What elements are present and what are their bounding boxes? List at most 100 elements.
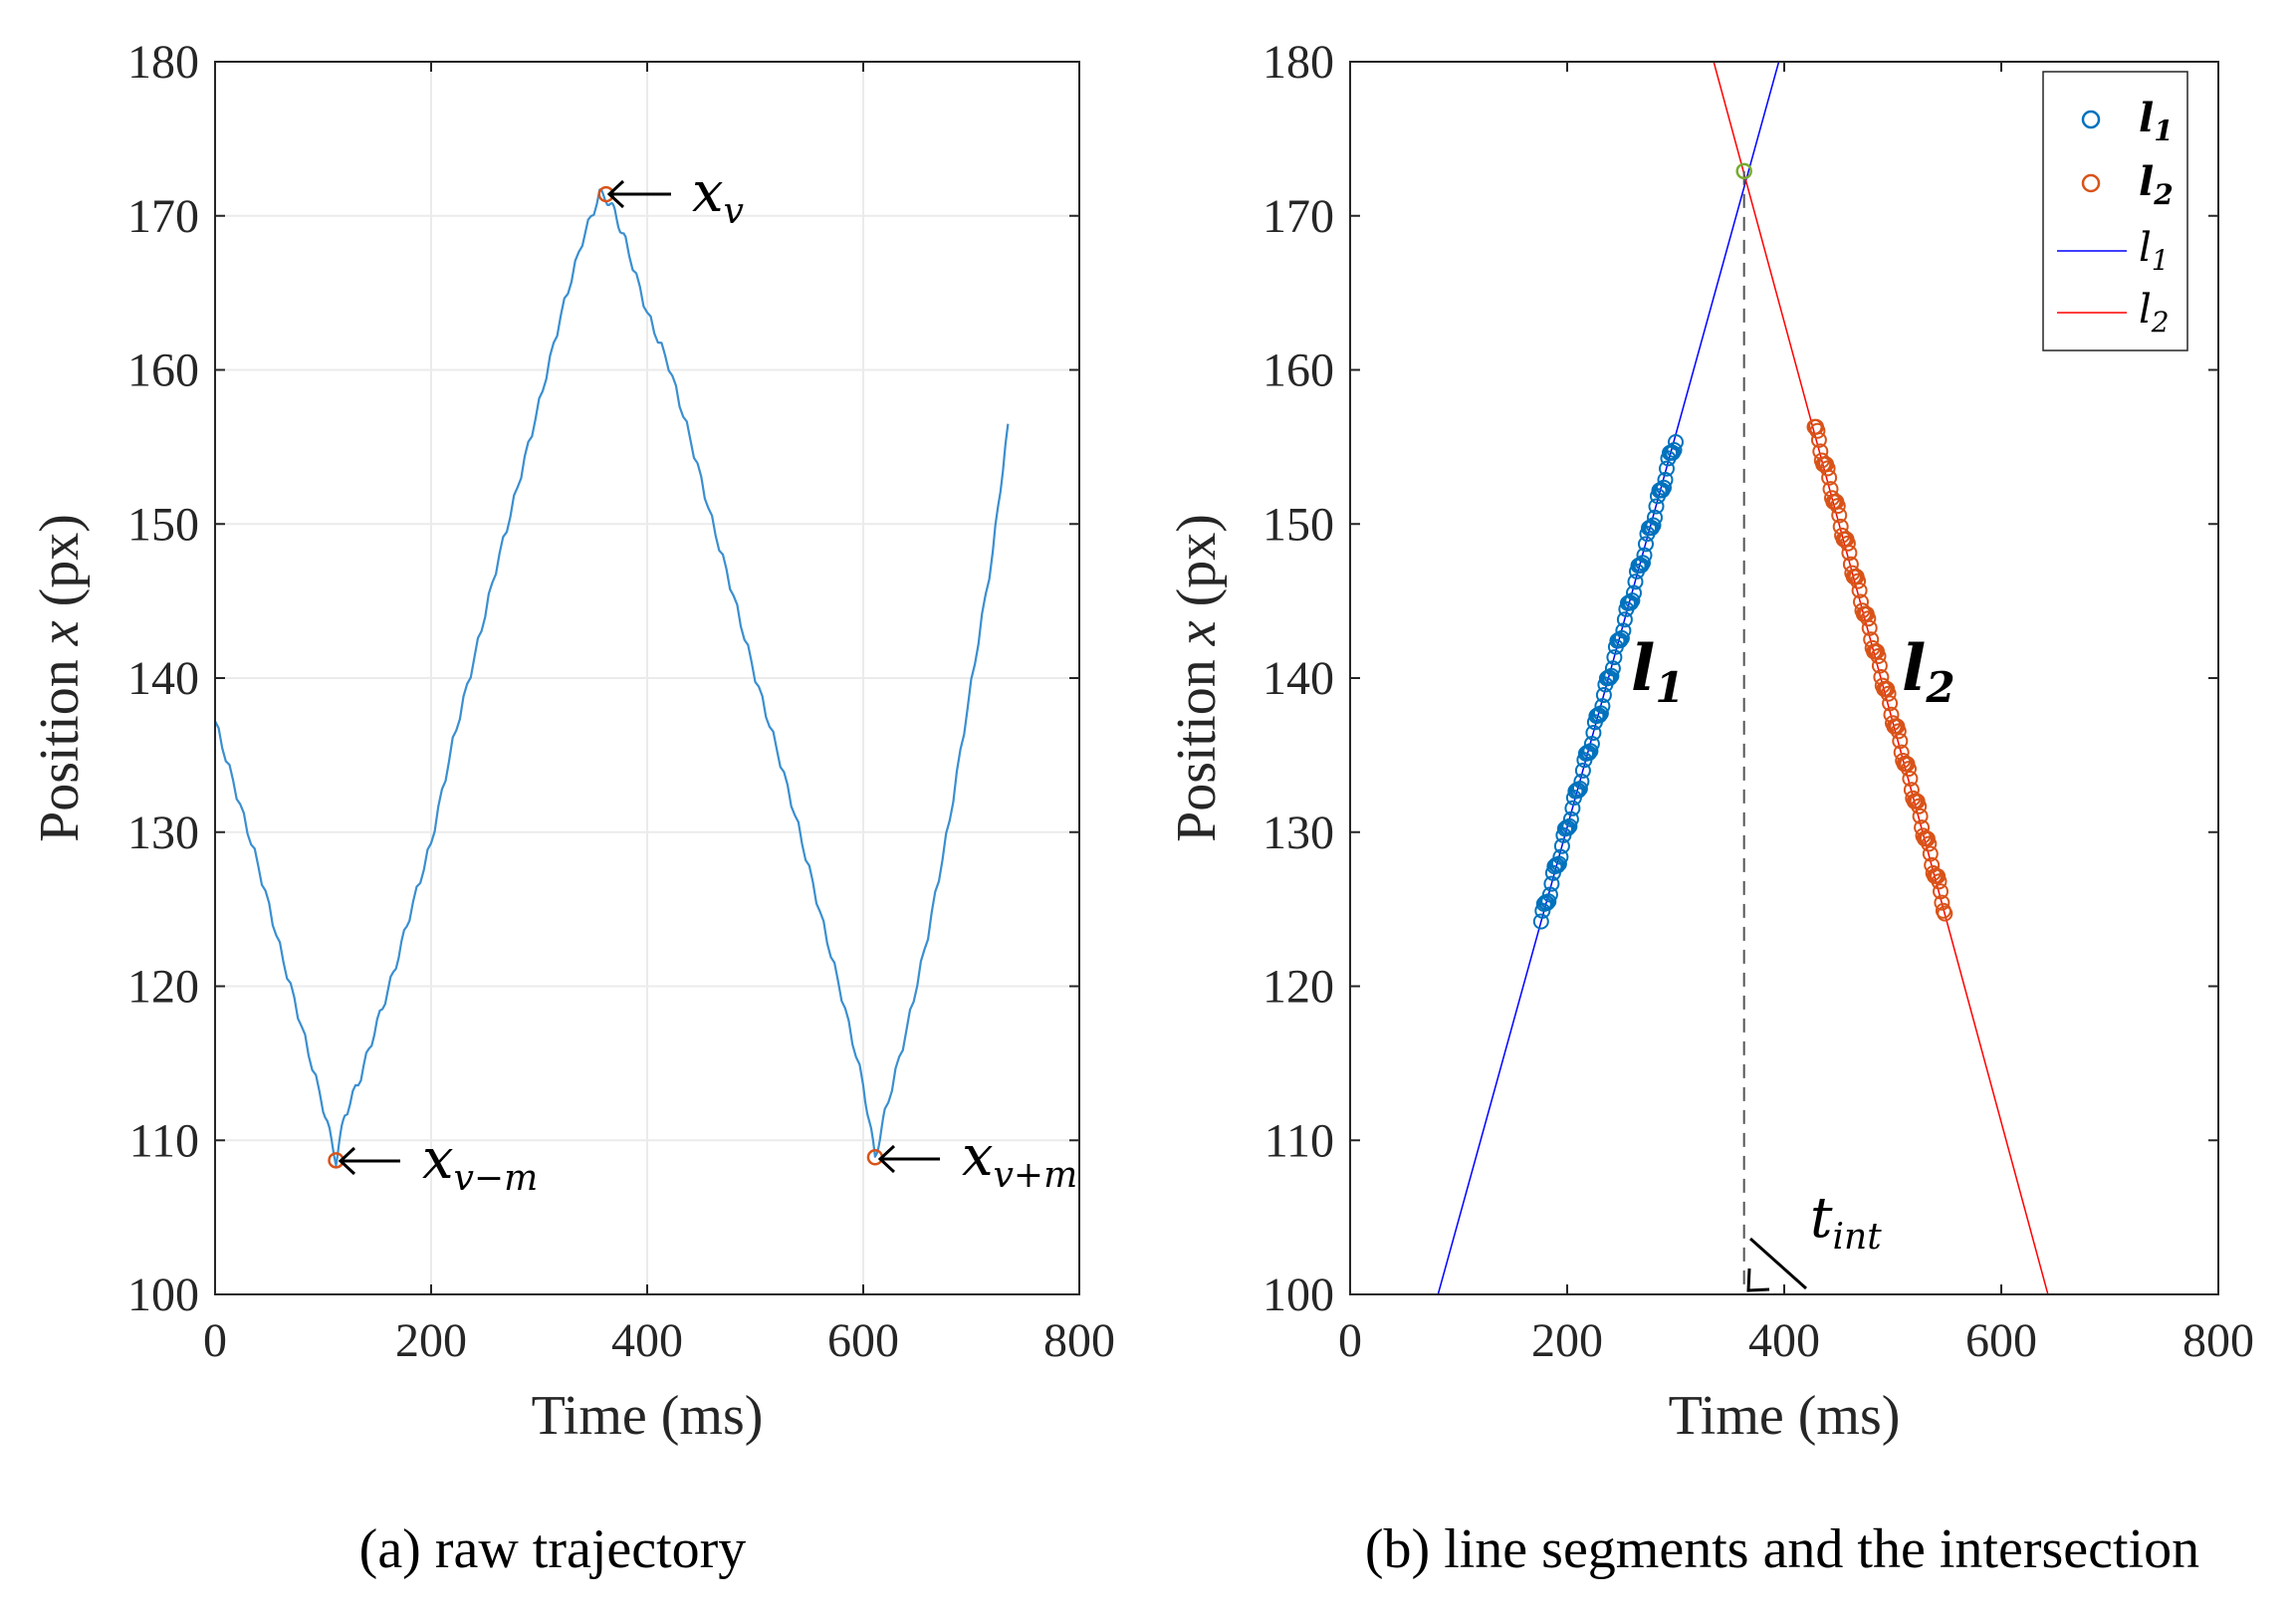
- legend-marker-l1-points: [2081, 110, 2101, 129]
- x-tick-label: 0: [1338, 1314, 1362, 1367]
- scatter-point: [1595, 687, 1612, 703]
- segment-label-l2: l2: [1902, 631, 1955, 712]
- scatter-point: [1841, 545, 1858, 562]
- panel-a-y-label-var: x: [29, 620, 91, 646]
- x-tick-label: 600: [827, 1314, 899, 1367]
- y-tick-label: 110: [129, 1114, 199, 1167]
- scatter-point: [1911, 798, 1928, 814]
- arrow-head-icon: [1746, 1268, 1770, 1292]
- scatter-point: [1594, 698, 1611, 715]
- scatter-point: [1582, 743, 1599, 760]
- scatter-point: [1564, 800, 1581, 816]
- annotation-t-int: tint: [1746, 1186, 1882, 1292]
- legend: l1 l2 l1 l2: [2042, 71, 2188, 351]
- scatter-point: [1540, 893, 1557, 910]
- intersection-marker: [1735, 162, 1752, 180]
- legend-marker-l2-points: [2081, 173, 2101, 193]
- panel-a-caption: (a) raw trajectory: [359, 1518, 747, 1580]
- legend-label-l1-points: l1: [2139, 95, 2174, 147]
- scatter-point: [1647, 509, 1663, 526]
- legend-box: [2042, 71, 2188, 351]
- x-tick-label: 200: [1531, 1314, 1603, 1367]
- scatter-point: [1635, 555, 1651, 572]
- y-tick-label: 150: [1263, 498, 1334, 551]
- scatter-point: [1668, 434, 1684, 450]
- scatter-point: [1922, 845, 1939, 862]
- panel-b-y-tick-labels: 100 110 120 130 140 150 160 170 180: [1263, 36, 1334, 1321]
- scatter-point: [1860, 610, 1877, 627]
- annotation-x-v-minus-m-label: xv−m: [422, 1127, 538, 1199]
- scatter-point: [1809, 422, 1826, 439]
- x-tick-label: 200: [395, 1314, 467, 1367]
- scatter-point: [1657, 471, 1674, 488]
- panel-b-x-tick-labels: 0 200 400 600 800: [1338, 1314, 2254, 1367]
- scatter-point: [1850, 573, 1867, 589]
- arrow-head-icon: [606, 179, 625, 209]
- panel-a-y-label-prefix: Position: [29, 645, 91, 842]
- y-tick-label: 140: [127, 652, 199, 705]
- y-tick-label: 130: [127, 807, 199, 859]
- arrow-head-icon: [877, 1144, 896, 1174]
- panel-a-y-tick-labels: 100 110 120 130 140 150 160 170 180: [127, 36, 199, 1321]
- scatter-point: [1892, 733, 1909, 750]
- y-tick-label: 100: [127, 1269, 199, 1321]
- scatter-point: [1912, 808, 1929, 824]
- y-tick-label: 110: [1264, 1114, 1334, 1167]
- annotation-x-v-label: xv: [692, 160, 744, 232]
- y-tick-label: 120: [127, 961, 199, 1014]
- scatter-point: [1638, 536, 1654, 553]
- scatter-point: [1571, 781, 1588, 797]
- scatter-point: [1574, 762, 1591, 779]
- scatter-point: [1549, 857, 1566, 874]
- scatter-point: [1606, 649, 1623, 666]
- panel-a-x-tick-labels: 0 200 400 600 800: [203, 1314, 1115, 1367]
- panel-b-x-axis-label: Time (ms): [1669, 1385, 1901, 1447]
- arrow-shaft: [1749, 1237, 1807, 1290]
- scatter-point: [1810, 431, 1827, 448]
- scatter-point: [1622, 594, 1639, 611]
- y-tick-label: 140: [1263, 652, 1334, 705]
- scatter-point: [1591, 707, 1608, 724]
- y-tick-label: 170: [127, 190, 199, 243]
- y-tick-label: 180: [1263, 36, 1334, 89]
- x-tick-label: 800: [2182, 1314, 2254, 1367]
- scatter-point: [1562, 810, 1579, 827]
- x-tick-label: 0: [203, 1314, 227, 1367]
- scatter-point: [1559, 819, 1576, 836]
- scatter-point: [1543, 875, 1560, 892]
- points-l1: [1532, 434, 1684, 930]
- scatter-point: [1592, 705, 1609, 722]
- scatter-point: [1829, 498, 1846, 515]
- panel-b-y-axis-label: Position x (px): [1166, 514, 1228, 842]
- arrow-head-icon: [338, 1146, 356, 1176]
- scatter-point: [1645, 517, 1662, 534]
- x-tick-label: 800: [1043, 1314, 1115, 1367]
- scatter-point: [1902, 771, 1919, 787]
- panel-b-caption: (b) line segments and the intersection: [1365, 1518, 2199, 1580]
- panel-a-y-axis-label: Position x (px): [29, 514, 91, 842]
- scatter-point: [1656, 479, 1672, 496]
- panel-a-y-label-suffix: (px): [29, 514, 91, 620]
- scatter-point: [1585, 725, 1602, 741]
- segment-label-l1: l1: [1631, 631, 1685, 712]
- scatter-point: [1933, 883, 1949, 900]
- annotation-x-v-minus-m: xv−m: [338, 1127, 538, 1199]
- legend-label-l2-points: l2: [2139, 158, 2174, 211]
- x-tick-label: 400: [611, 1314, 683, 1367]
- scatter-point: [1666, 442, 1683, 458]
- scatter-point: [1890, 723, 1907, 740]
- x-tick-label: 400: [1748, 1314, 1820, 1367]
- panel-b-ticks: [1349, 61, 2219, 1295]
- scatter-point: [1552, 848, 1569, 865]
- scatter-point: [1573, 773, 1590, 790]
- scatter-point: [1934, 894, 1951, 911]
- panel-b-series: [1437, 62, 2049, 1294]
- x-tick-label: 600: [1965, 1314, 2037, 1367]
- scatter-point: [1636, 547, 1653, 564]
- scatter-point: [1870, 648, 1887, 664]
- legend-label-l1-line: l1: [2139, 225, 2170, 277]
- scatter-point: [1580, 745, 1597, 762]
- scatter-point: [1604, 660, 1621, 677]
- scatter-point: [1851, 582, 1868, 598]
